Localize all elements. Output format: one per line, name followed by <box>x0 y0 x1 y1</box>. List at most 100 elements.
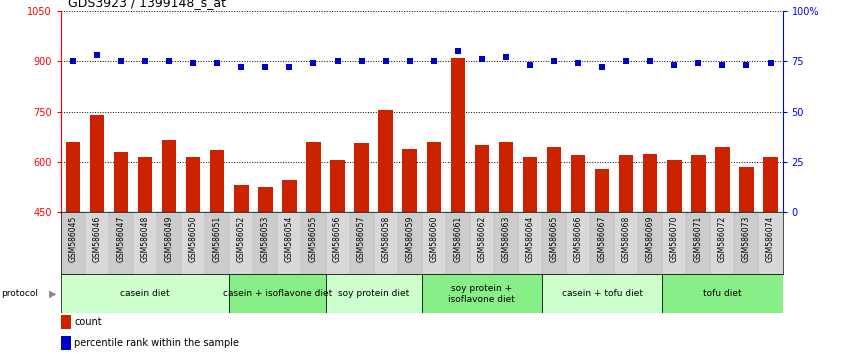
Bar <box>498 142 514 212</box>
Point <box>91 52 104 58</box>
Text: GSM586073: GSM586073 <box>742 216 751 262</box>
Bar <box>90 115 104 212</box>
Bar <box>662 212 686 274</box>
Text: GSM586049: GSM586049 <box>165 216 173 262</box>
Point <box>691 60 705 66</box>
Bar <box>157 212 181 274</box>
Point <box>354 58 368 64</box>
FancyBboxPatch shape <box>61 274 229 313</box>
Bar <box>591 212 614 274</box>
Bar <box>181 212 206 274</box>
Bar <box>547 147 561 212</box>
Point <box>523 62 536 68</box>
Bar <box>138 157 152 212</box>
Point <box>283 64 296 70</box>
Text: GSM586062: GSM586062 <box>477 216 486 262</box>
Point <box>259 64 272 70</box>
Bar <box>133 212 157 274</box>
Text: GSM586048: GSM586048 <box>140 216 150 262</box>
Text: GSM586060: GSM586060 <box>429 216 438 262</box>
Bar <box>277 212 301 274</box>
Bar <box>66 142 80 212</box>
FancyBboxPatch shape <box>421 274 542 313</box>
Text: GSM586045: GSM586045 <box>69 216 78 262</box>
Text: casein + isoflavone diet: casein + isoflavone diet <box>222 289 332 298</box>
Bar <box>206 212 229 274</box>
FancyBboxPatch shape <box>662 274 783 313</box>
Text: GDS3923 / 1399148_s_at: GDS3923 / 1399148_s_at <box>69 0 226 10</box>
Bar <box>162 140 176 212</box>
Point <box>451 48 464 54</box>
Bar <box>595 169 609 212</box>
Text: GSM586067: GSM586067 <box>597 216 607 262</box>
Text: GSM586072: GSM586072 <box>718 216 727 262</box>
Bar <box>258 187 272 212</box>
Point <box>331 58 344 64</box>
Bar <box>763 157 777 212</box>
Bar <box>446 212 470 274</box>
Bar <box>378 110 393 212</box>
Bar <box>374 212 398 274</box>
Point <box>186 60 200 66</box>
Text: percentile rank within the sample: percentile rank within the sample <box>74 338 239 348</box>
Text: GSM586064: GSM586064 <box>525 216 535 262</box>
Text: tofu diet: tofu diet <box>703 289 742 298</box>
Text: GSM586065: GSM586065 <box>550 216 558 262</box>
Text: count: count <box>74 317 102 327</box>
Point <box>211 60 224 66</box>
Bar <box>470 212 494 274</box>
Bar <box>306 142 321 212</box>
Bar <box>475 145 489 212</box>
Text: GSM586068: GSM586068 <box>622 216 631 262</box>
Text: GSM586059: GSM586059 <box>405 216 415 262</box>
Text: GSM586057: GSM586057 <box>357 216 366 262</box>
Text: casein + tofu diet: casein + tofu diet <box>562 289 643 298</box>
Bar <box>186 157 201 212</box>
Bar <box>759 212 783 274</box>
Bar <box>301 212 326 274</box>
Text: GSM586070: GSM586070 <box>670 216 678 262</box>
Text: soy protein diet: soy protein diet <box>338 289 409 298</box>
FancyBboxPatch shape <box>229 274 326 313</box>
Bar <box>643 154 657 212</box>
Bar <box>114 152 129 212</box>
Point <box>234 64 248 70</box>
Point <box>619 58 633 64</box>
Bar <box>234 185 249 212</box>
Bar <box>542 212 566 274</box>
Point <box>739 62 753 68</box>
Point <box>667 62 681 68</box>
Point <box>66 58 80 64</box>
Bar <box>571 155 585 212</box>
Bar <box>734 212 759 274</box>
Bar <box>426 142 441 212</box>
Point <box>114 58 128 64</box>
Text: GSM586061: GSM586061 <box>453 216 462 262</box>
Point <box>307 60 321 66</box>
Text: GSM586051: GSM586051 <box>212 216 222 262</box>
Bar <box>614 212 638 274</box>
Text: GSM586056: GSM586056 <box>333 216 342 262</box>
Text: GSM586050: GSM586050 <box>189 216 198 262</box>
Point <box>716 62 729 68</box>
Bar <box>667 160 682 212</box>
Bar <box>566 212 591 274</box>
Point <box>403 58 416 64</box>
Text: GSM586074: GSM586074 <box>766 216 775 262</box>
Point <box>499 54 513 60</box>
Text: GSM586066: GSM586066 <box>574 216 583 262</box>
Point <box>379 58 393 64</box>
Point <box>571 60 585 66</box>
Bar <box>349 212 374 274</box>
Text: soy protein +
isoflavone diet: soy protein + isoflavone diet <box>448 284 515 303</box>
Bar <box>229 212 253 274</box>
Text: GSM586058: GSM586058 <box>382 216 390 262</box>
Bar <box>61 212 85 274</box>
Bar <box>421 212 446 274</box>
Text: GSM586052: GSM586052 <box>237 216 246 262</box>
Point <box>475 56 489 62</box>
FancyBboxPatch shape <box>542 274 662 313</box>
Bar <box>326 212 349 274</box>
Point <box>596 64 609 70</box>
Bar <box>451 58 465 212</box>
